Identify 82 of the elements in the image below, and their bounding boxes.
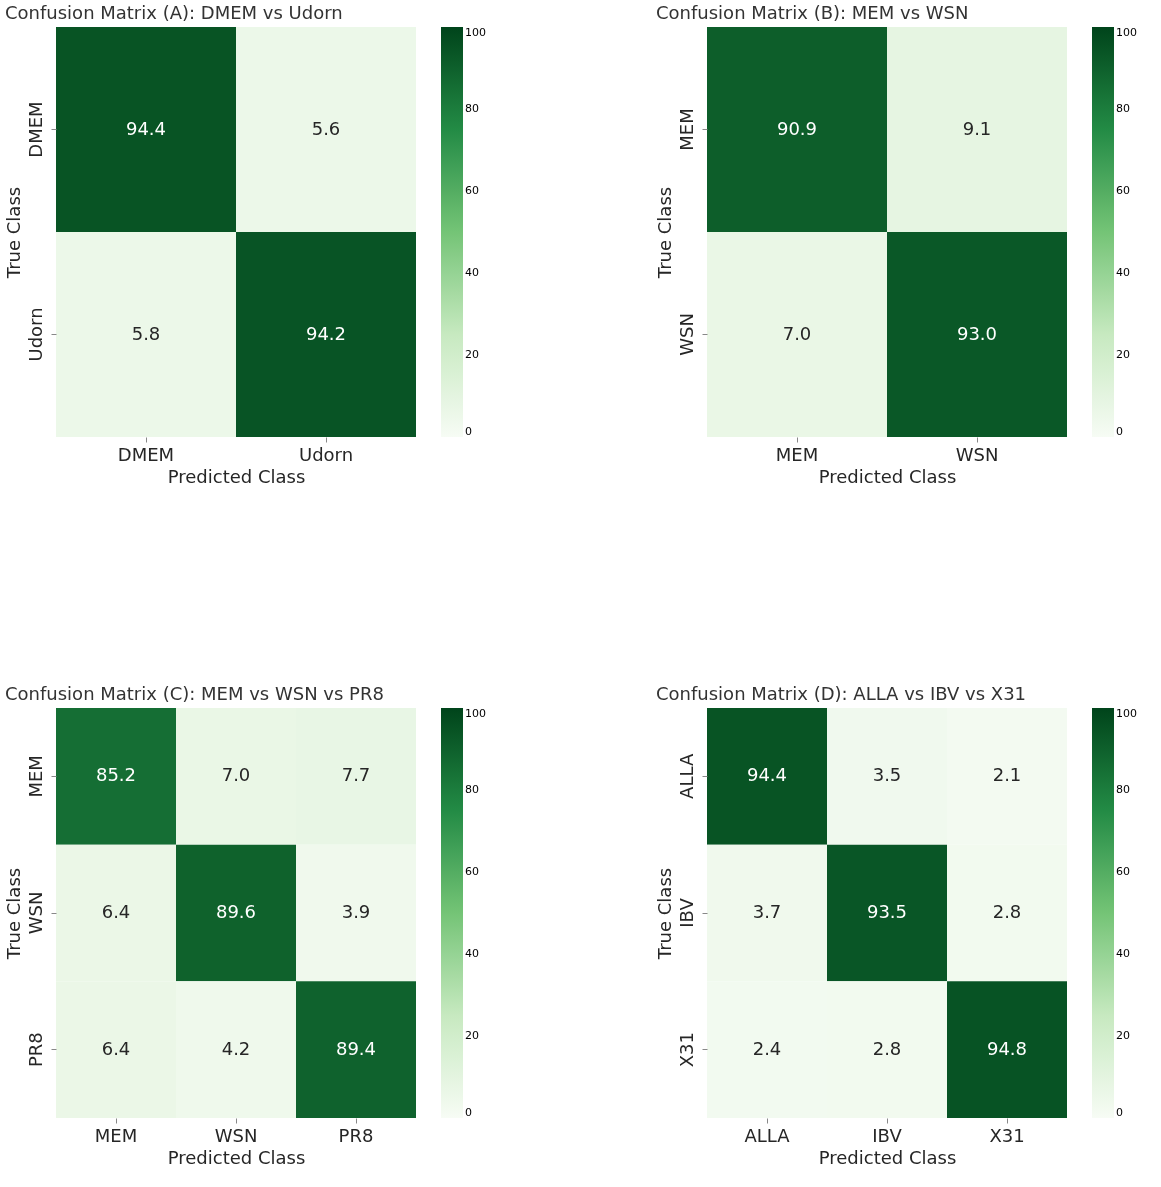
data-label: 93.0 <box>956 322 998 344</box>
color-bar-label: 0 <box>1116 425 1123 438</box>
color-bar-label: 100 <box>465 26 486 39</box>
x-axis-title: Predicted Class <box>818 465 957 487</box>
chart-title: Confusion Matrix (B): MEM vs WSN <box>656 2 969 23</box>
data-label: 2.8 <box>992 901 1022 922</box>
color-bar-label: 20 <box>465 348 479 361</box>
x-tick-label: Udorn <box>298 443 354 465</box>
data-label: 94.8 <box>986 1037 1028 1059</box>
color-bar-label: 80 <box>1116 102 1130 115</box>
data-label: 9.1 <box>962 117 992 139</box>
y-axis-title: True Class <box>2 186 24 280</box>
data-label: 3.5 <box>872 764 902 786</box>
x-tick-label: WSN <box>214 1124 258 1146</box>
data-label: 7.7 <box>341 764 371 786</box>
y-tick-label: X31 <box>675 1032 697 1068</box>
x-tick-label: X31 <box>989 1124 1025 1146</box>
color-bar-label: 60 <box>465 865 479 878</box>
data-label: 3.9 <box>341 901 371 922</box>
data-label: 2.8 <box>872 1037 902 1059</box>
color-bar-label: 100 <box>1116 26 1137 39</box>
data-label: 5.6 <box>311 117 341 139</box>
color-bar-label: 80 <box>465 783 479 796</box>
data-label: 3.7 <box>752 901 782 922</box>
color-bar-label: 40 <box>465 947 479 960</box>
y-tick-label: DMEM <box>24 101 46 158</box>
data-label: 94.4 <box>125 117 167 139</box>
color-bar-label: 60 <box>465 184 479 197</box>
color-bar-label: 0 <box>465 1106 472 1119</box>
x-tick-label: MEM <box>94 1124 138 1146</box>
data-label: 7.0 <box>221 764 251 786</box>
y-tick-label: MEM <box>24 755 46 798</box>
y-tick-label: MEM <box>675 108 697 151</box>
x-tick-label: DMEM <box>117 443 175 465</box>
x-axis-title: Predicted Class <box>818 1146 957 1168</box>
data-label: 6.4 <box>101 1037 131 1059</box>
data-label: 93.5 <box>866 901 908 922</box>
color-bar-label: 40 <box>465 266 479 279</box>
chart-title: Confusion Matrix (D): ALLA vs IBV vs X31 <box>656 683 1027 704</box>
x-tick-label: IBV <box>872 1124 903 1146</box>
data-label: 94.4 <box>746 764 788 786</box>
data-label: 4.2 <box>221 1037 251 1059</box>
y-tick-label: PR8 <box>24 1032 46 1068</box>
data-label: 94.2 <box>305 322 347 344</box>
color-bar-label: 40 <box>1116 266 1130 279</box>
data-label: 89.6 <box>215 901 257 922</box>
color-bar-label: 20 <box>465 1029 479 1042</box>
color-bar-label: 20 <box>1116 1029 1130 1042</box>
x-axis-title: Predicted Class <box>167 465 306 487</box>
data-label: 7.0 <box>782 322 812 344</box>
y-axis-title: True Class <box>653 867 675 961</box>
color-bar-label: 100 <box>1116 707 1137 720</box>
x-axis-title: Predicted Class <box>167 1146 306 1168</box>
color-bar-label: 20 <box>1116 348 1130 361</box>
chart-title: Confusion Matrix (A): DMEM vs Udorn <box>5 2 343 23</box>
x-tick-label: ALLA <box>744 1124 791 1146</box>
x-tick-label: MEM <box>775 443 819 465</box>
color-bar-label: 40 <box>1116 947 1130 960</box>
color-bar-label: 100 <box>465 707 486 720</box>
y-tick-label: WSN <box>675 313 697 356</box>
chart-title: Confusion Matrix (C): MEM vs WSN vs PR8 <box>5 683 384 704</box>
y-axis-title: True Class <box>2 867 24 961</box>
data-label: 2.1 <box>992 764 1022 786</box>
y-tick-label: WSN <box>24 891 46 935</box>
x-tick-label: PR8 <box>338 1124 374 1146</box>
color-bar-label: 80 <box>465 102 479 115</box>
color-bar-label: 60 <box>1116 184 1130 197</box>
color-bar-label: 0 <box>465 425 472 438</box>
y-axis-title: True Class <box>653 186 675 280</box>
data-label: 6.4 <box>101 901 131 922</box>
x-tick-label: WSN <box>955 443 999 465</box>
data-label: 85.2 <box>95 764 137 786</box>
y-tick-label: Udorn <box>24 307 46 362</box>
color-bar-label: 80 <box>1116 783 1130 796</box>
color-bar-label: 60 <box>1116 865 1130 878</box>
y-tick-label: ALLA <box>675 753 697 799</box>
data-label: 89.4 <box>335 1037 377 1059</box>
data-label: 2.4 <box>752 1037 782 1059</box>
data-label: 5.8 <box>131 322 161 344</box>
y-tick-label: IBV <box>675 897 697 928</box>
color-bar-label: 0 <box>1116 1106 1123 1119</box>
data-label: 90.9 <box>776 117 818 139</box>
